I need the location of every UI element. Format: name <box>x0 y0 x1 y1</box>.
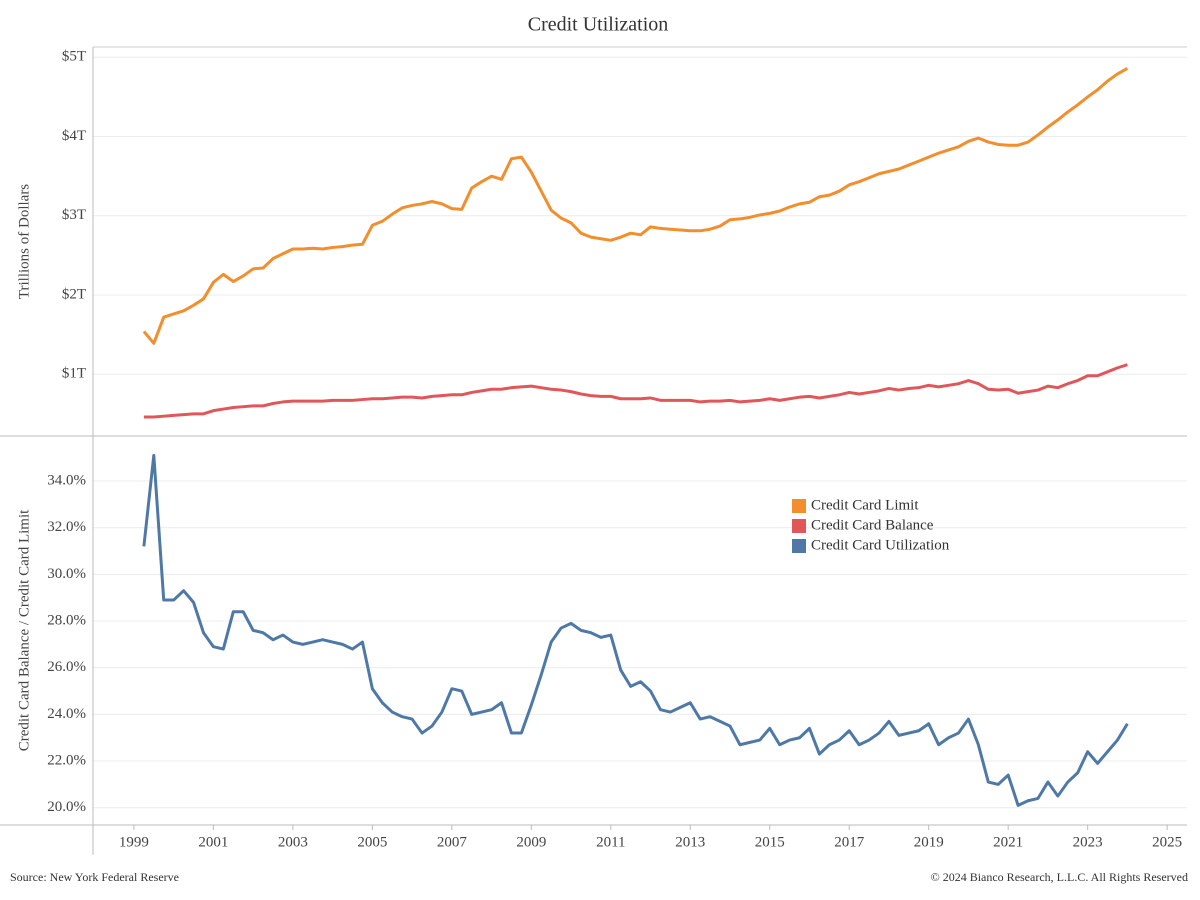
x-tick-label: 2009 <box>516 834 546 850</box>
y-tick-label: $5T <box>62 49 86 65</box>
chart-title: Credit Utilization <box>528 14 669 36</box>
y-tick-label: $2T <box>62 286 86 302</box>
legend-label: Credit Card Utilization <box>811 537 950 553</box>
x-tick-label: 2017 <box>834 834 865 850</box>
x-tick-label: 2001 <box>198 834 228 850</box>
x-tick-label: 2015 <box>755 834 785 850</box>
legend-label: Credit Card Balance <box>811 517 934 533</box>
y-tick-label: 30.0% <box>47 566 86 582</box>
source-note: Source: New York Federal Reserve <box>10 870 179 884</box>
legend-label: Credit Card Limit <box>811 497 919 513</box>
x-tick-label: 2005 <box>357 834 387 850</box>
x-tick-label: 2023 <box>1073 834 1103 850</box>
y-tick-label: 20.0% <box>47 799 86 815</box>
frame <box>0 46 1187 855</box>
y-tick-label: 34.0% <box>47 472 86 488</box>
y-tick-label: 22.0% <box>47 752 86 768</box>
copyright-note: © 2024 Bianco Research, L.L.C. All Right… <box>931 870 1188 884</box>
y-tick-label: 26.0% <box>47 659 86 675</box>
y-tick-label: $1T <box>62 366 86 382</box>
y-axis-title: Credit Card Balance / Credit Card Limit <box>16 509 32 751</box>
x-tick-label: 2011 <box>596 834 625 850</box>
y-tick-label: $4T <box>62 128 86 144</box>
series-line <box>142 453 1129 807</box>
y-tick-label: $3T <box>62 207 86 223</box>
legend-swatch <box>792 499 806 513</box>
y-tick-label: 24.0% <box>47 706 86 722</box>
x-tick-label: 2025 <box>1152 834 1182 850</box>
x-tick-label: 2019 <box>914 834 944 850</box>
x-tick-label: 1999 <box>119 834 149 850</box>
grid-layer <box>93 56 1187 809</box>
y-tick-label: 28.0% <box>47 612 86 628</box>
legend-swatch <box>792 539 806 553</box>
x-tick-label: 2003 <box>278 834 308 850</box>
x-tick-label: 2021 <box>993 834 1023 850</box>
series-line <box>143 363 1128 419</box>
y-tick-label: 32.0% <box>47 519 86 535</box>
series-line <box>142 67 1129 345</box>
legend-swatch <box>792 519 806 533</box>
y-axis-title: Trillions of Dollars <box>16 184 32 299</box>
x-tick-label: 2007 <box>437 834 468 850</box>
x-tick-label: 2013 <box>675 834 705 850</box>
